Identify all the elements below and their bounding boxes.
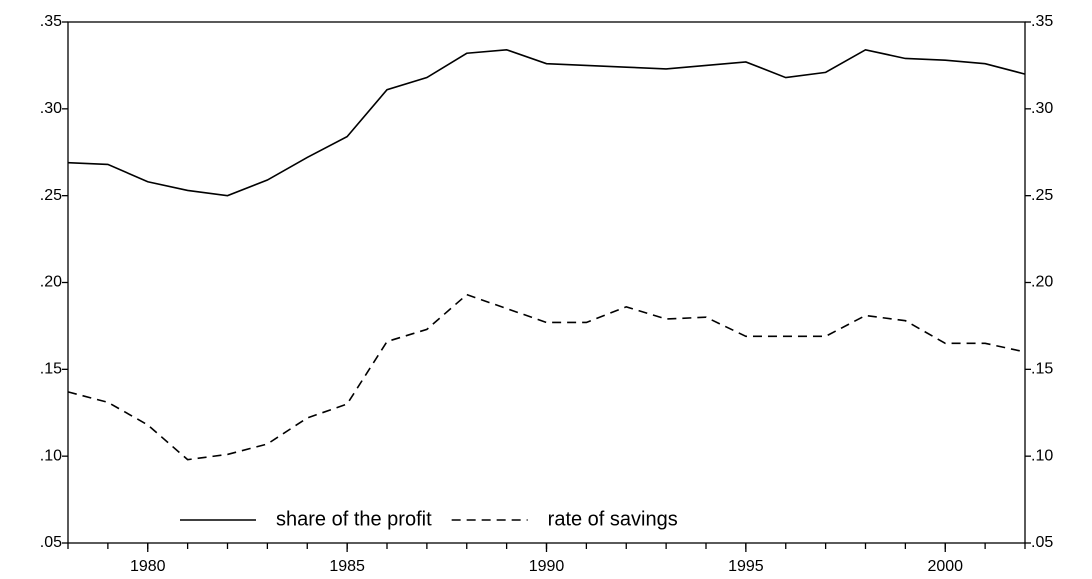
series-line: [67, 293, 1026, 461]
y-tick-label: .20: [40, 274, 62, 291]
y2-tick-label: .35: [1031, 13, 1053, 30]
y-tick-label: .25: [40, 187, 62, 204]
x-tick-label: 1985: [329, 558, 365, 575]
y2-tick-label: .15: [1031, 361, 1053, 378]
x-tick-label: 1980: [130, 558, 166, 575]
y2-tick-label: .10: [1031, 447, 1053, 464]
plot-frame: [67, 21, 1026, 544]
y-tick-label: .05: [40, 534, 62, 551]
x-tick-label: 1995: [728, 558, 764, 575]
y2-tick-label: .25: [1031, 187, 1053, 204]
y2-tick-label: .30: [1031, 100, 1053, 117]
y2-tick-label: .05: [1031, 534, 1053, 551]
y-tick-label: .30: [40, 100, 62, 117]
legend-label: share of the profit: [276, 508, 432, 530]
series-line: [67, 48, 1026, 197]
y-tick-label: .15: [40, 361, 62, 378]
legend-label: rate of savings: [548, 508, 678, 530]
x-tick-label: 1990: [529, 558, 565, 575]
y-tick-label: .35: [40, 13, 62, 30]
x-tick-label: 2000: [927, 558, 963, 575]
y2-tick-label: .20: [1031, 274, 1053, 291]
y-tick-label: .10: [40, 447, 62, 464]
